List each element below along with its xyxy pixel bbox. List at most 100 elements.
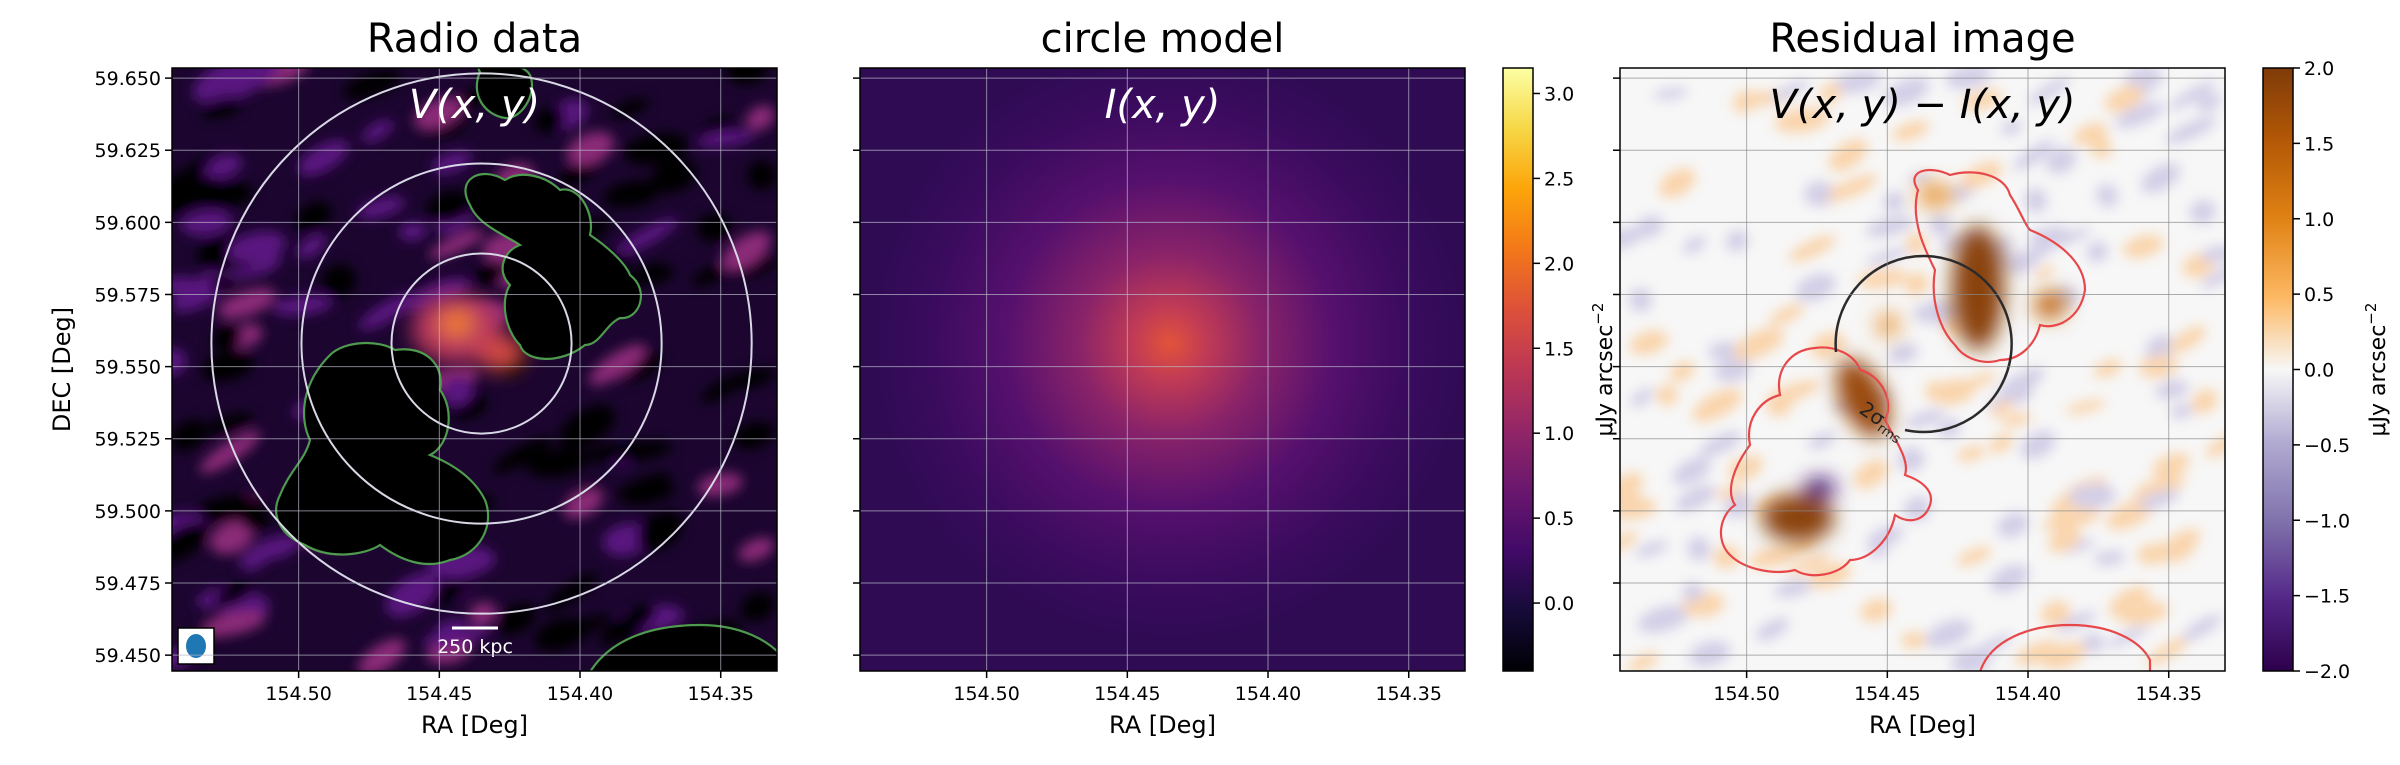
residual-blob (1897, 446, 1925, 473)
noise-blob (733, 421, 775, 449)
residual-blob (1956, 445, 1986, 462)
colorbar-gradient (2262, 67, 2294, 672)
residual-blob (1804, 181, 1834, 207)
residual-blob (1945, 68, 1992, 89)
residual-blob (2020, 430, 2056, 460)
noise-blob (533, 107, 566, 133)
y-tick-label: 59.550 (95, 357, 161, 379)
residual-blob (1707, 341, 1740, 360)
y-tick-label: 59.650 (95, 68, 161, 90)
noise-blob (435, 619, 466, 636)
residual-blob (2137, 543, 2168, 565)
noise-blob (321, 264, 357, 297)
noise-blob (204, 154, 243, 179)
residual-blob (2108, 586, 2150, 617)
residual-blob (1635, 215, 1664, 239)
emission-peak (438, 309, 475, 338)
residual-blob (2191, 389, 2218, 414)
colorbar-label: μJy arcsec−2 (1589, 303, 1618, 437)
mask-region-bottom-right (589, 623, 777, 671)
residual-blob (1884, 77, 1930, 107)
noise-blob (398, 221, 427, 241)
residual-blob (2096, 183, 2119, 208)
residual-sources (1762, 183, 2066, 542)
residual-source (1762, 494, 1834, 542)
residual-blob (2140, 163, 2181, 194)
residual-blob (1819, 83, 1843, 104)
x-axis-label: RA [Deg] (1109, 711, 1216, 739)
residual-blob (1656, 384, 1678, 406)
residual-blob (1692, 388, 1743, 422)
residual-blob (1925, 619, 1972, 649)
residual-blob (1929, 212, 1952, 237)
colorbar-tick-label: 1.5 (2304, 133, 2334, 155)
colorbar-tick-label: 2.5 (1544, 168, 1574, 190)
residual-source (1917, 183, 1953, 207)
noise-blob (202, 611, 266, 636)
noise-blob (356, 196, 405, 220)
colorbar-tick-label: −2.0 (2304, 661, 2350, 683)
y-tick-label: 59.625 (95, 140, 161, 162)
colorbar-tick-label: 0.0 (1544, 593, 1574, 615)
x-axis-label: RA [Deg] (421, 711, 528, 739)
colorbar: 0.0 0.5 1.0 1.5 2.0 2.5 3.0 μJy arcsec−2 (1502, 67, 1618, 672)
residual-source (1876, 313, 1900, 337)
grid (172, 68, 777, 671)
image-plane (860, 68, 1465, 671)
noise-blob (385, 573, 438, 618)
noise-blob (210, 521, 254, 555)
residual-blob (1630, 388, 1654, 407)
noise-blob (526, 448, 589, 478)
x-tick-label: 154.40 (1995, 683, 2061, 705)
y-tick-label: 59.500 (95, 501, 161, 523)
residual-blob (2146, 635, 2191, 667)
residual-blob (2155, 380, 2189, 400)
residual-blob (1905, 409, 1945, 429)
residual-blob (1959, 161, 2003, 190)
noise-blob (602, 523, 650, 557)
residual-blob (1991, 399, 2014, 418)
residual-blob (1868, 545, 1888, 559)
residual-blob (1628, 287, 1653, 313)
noise-blob (721, 231, 772, 272)
residual-blob (2047, 527, 2082, 553)
panel-title: Radio data (367, 16, 582, 62)
residual-blob (1683, 235, 1706, 254)
image-plane: 250 kpc (172, 68, 777, 671)
residual-blob (1629, 330, 1669, 355)
x-axis-label: RA [Deg] (1869, 711, 1976, 739)
residual-blob (2056, 611, 2097, 632)
noise-blob (599, 605, 657, 646)
beam-ellipse (186, 634, 206, 658)
residual-blob (1688, 640, 1731, 667)
noise-blob (738, 537, 775, 562)
image-background (1620, 68, 2225, 671)
residual-blob (2170, 403, 2194, 419)
residual-blob (2157, 535, 2196, 563)
residual-blob (2069, 483, 2116, 509)
residual-blob (1769, 303, 1805, 326)
residual-blob (1904, 272, 1930, 296)
residual-blob (2104, 85, 2144, 113)
panel-title: circle model (1041, 16, 1285, 62)
overlay-label: V(x, y) (409, 82, 540, 128)
residual-blob (2041, 642, 2087, 670)
residual-blob (2182, 614, 2222, 641)
colorbar-tick-label: 0.5 (1544, 508, 1574, 530)
residual-blob (1728, 454, 1763, 482)
residual-blob (1990, 564, 2029, 593)
residual-blob (1725, 229, 1749, 252)
mask-contour-1 (1913, 168, 2087, 363)
colorbar-tick-label: 0.5 (2304, 284, 2334, 306)
residual-blob (1853, 459, 1889, 489)
noise-blob (740, 592, 775, 622)
residual-blob (2035, 265, 2055, 279)
mask-region-upper-right (464, 172, 642, 360)
mask-region-top (475, 68, 533, 120)
mask-contour-2 (1719, 346, 1933, 577)
noise-blob (559, 404, 616, 449)
x-tick-label: 154.40 (1235, 683, 1301, 705)
colorbar: −2.0 −1.5 −1.0 −0.5 0.0 0.5 1.0 1.5 2.0 μJy arcse… (2262, 58, 2391, 683)
residual-blob (2065, 399, 2106, 415)
model-glow (869, 68, 1465, 644)
